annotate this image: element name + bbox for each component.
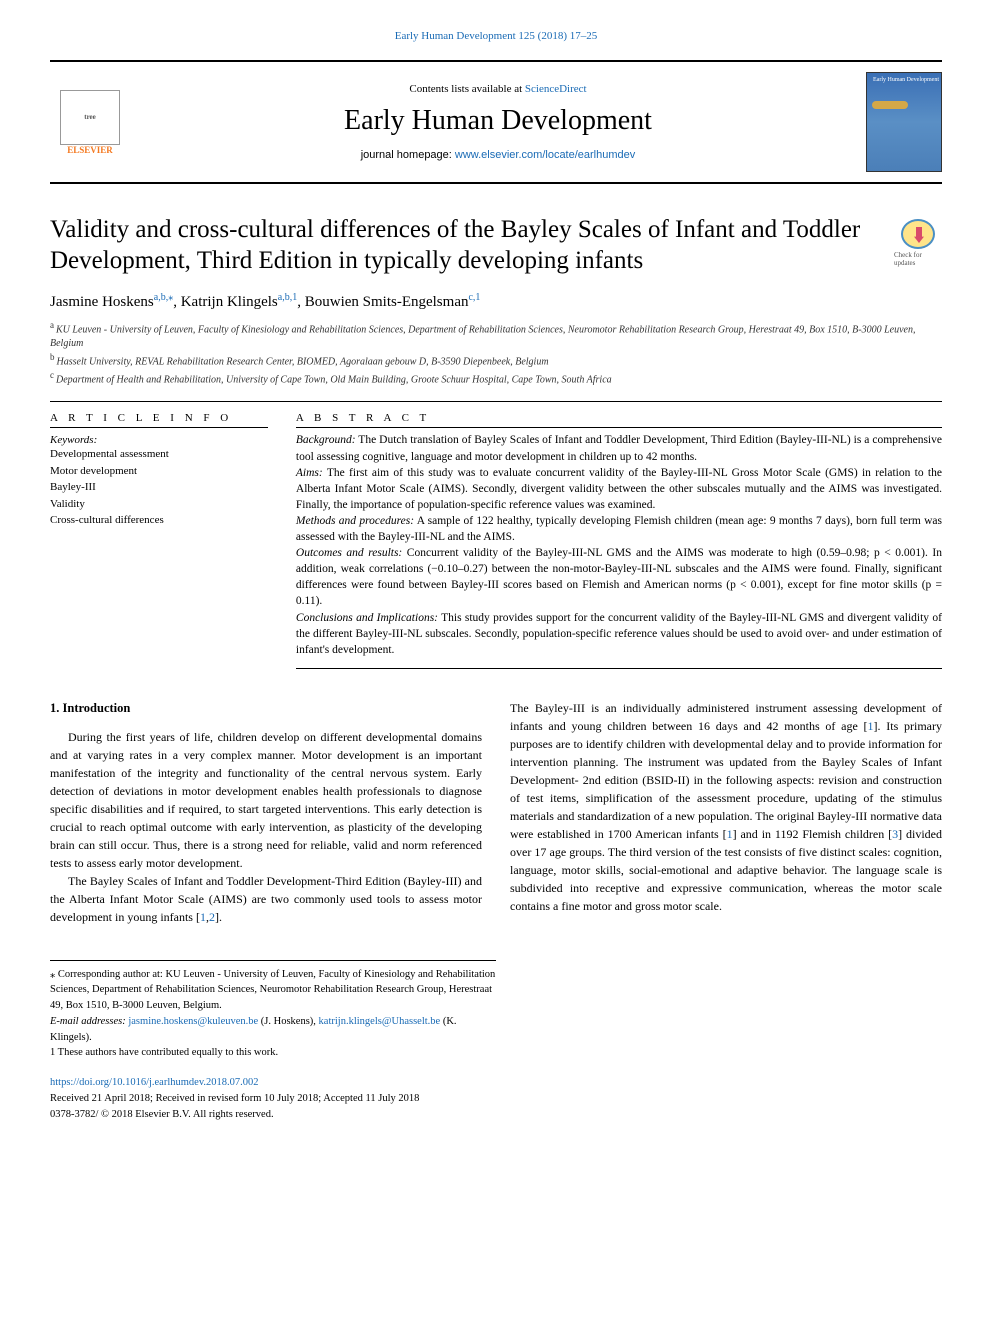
author: Jasmine Hoskensa,b,⁎ <box>50 294 173 310</box>
contents-lists-label: Contents lists available at <box>409 83 524 95</box>
email-link[interactable]: jasmine.hoskens@kuleuven.be <box>128 1016 258 1027</box>
author-name: Katrijn Klingels <box>181 294 278 310</box>
author-marks: c,1 <box>468 292 480 303</box>
keywords-list: Developmental assessment Motor developme… <box>50 446 268 529</box>
aff-label: b <box>50 352 55 362</box>
abstract-label: Outcomes and results: <box>296 547 402 559</box>
masthead-center: Contents lists available at ScienceDirec… <box>130 83 866 161</box>
abstract-rule <box>296 668 942 669</box>
keywords-heading: Keywords: <box>50 434 268 446</box>
author-marks: a,b,1 <box>278 292 297 303</box>
body-columns: 1. Introduction During the first years o… <box>50 699 942 926</box>
journal-cover-thumb: Early Human Development <box>866 72 942 172</box>
abstract-label: Background: <box>296 434 356 446</box>
keyword: Bayley-III <box>50 479 268 496</box>
paragraph: The Bayley Scales of Infant and Toddler … <box>50 872 482 926</box>
author: Katrijn Klingelsa,b,1 <box>181 294 298 310</box>
body-col-left: 1. Introduction During the first years o… <box>50 699 482 926</box>
author-marks: a,b,⁎ <box>154 292 173 303</box>
footnotes: ⁎ Corresponding author at: KU Leuven - U… <box>50 960 496 1062</box>
para-text-2: ]. Its primary purposes are to identify … <box>510 719 942 841</box>
abstract-label: Aims: <box>296 467 323 479</box>
keyword: Validity <box>50 496 268 513</box>
email-line: E-mail addresses: jasmine.hoskens@kuleuv… <box>50 1014 496 1046</box>
body-col-right: The Bayley-III is an individually admini… <box>510 699 942 926</box>
email-link[interactable]: katrijn.klingels@Uhasselt.be <box>319 1016 441 1027</box>
journal-homepage-line: journal homepage: www.elsevier.com/locat… <box>130 149 866 161</box>
para-text: The Bayley Scales of Infant and Toddler … <box>50 874 482 924</box>
article-history: Received 21 April 2018; Received in revi… <box>50 1091 942 1107</box>
article-info-heading: A R T I C L E I N F O <box>50 412 268 428</box>
sciencedirect-link[interactable]: ScienceDirect <box>525 83 587 95</box>
elsevier-logo: tree ELSEVIER <box>50 77 130 167</box>
affiliation: cDepartment of Health and Rehabilitation… <box>50 369 942 387</box>
abstract-section: Methods and procedures: A sample of 122 … <box>296 513 942 545</box>
aff-label: c <box>50 370 54 380</box>
author-name: Jasmine Hoskens <box>50 294 154 310</box>
abstract: A B S T R A C T Background: The Dutch tr… <box>282 402 942 668</box>
abstract-section: Outcomes and results: Concurrent validit… <box>296 545 942 609</box>
email-label: E-mail addresses: <box>50 1016 128 1027</box>
journal-name: Early Human Development <box>130 105 866 137</box>
abstract-body: Background: The Dutch translation of Bay… <box>296 432 942 657</box>
footer: https://doi.org/10.1016/j.earlhumdev.201… <box>50 1075 942 1122</box>
elsevier-tree-icon: tree <box>60 90 120 145</box>
para-text-3: ] and in 1192 Flemish children [ <box>733 827 893 841</box>
para-tail: ]. <box>215 910 222 924</box>
keyword: Cross-cultural differences <box>50 512 268 529</box>
article-title: Validity and cross-cultural differences … <box>50 214 942 277</box>
abstract-label: Conclusions and Implications: <box>296 612 438 624</box>
homepage-label: journal homepage: <box>361 149 455 161</box>
abstract-section: Aims: The first aim of this study was to… <box>296 465 942 513</box>
bookmark-icon <box>901 219 935 249</box>
aff-text: Hasselt University, REVAL Rehabilitation… <box>57 356 549 367</box>
check-updates-badge[interactable]: Check for updates <box>894 219 942 267</box>
corresponding-author: ⁎ Corresponding author at: KU Leuven - U… <box>50 967 496 1014</box>
contents-lists-line: Contents lists available at ScienceDirec… <box>130 83 866 95</box>
info-abstract-block: A R T I C L E I N F O Keywords: Developm… <box>50 401 942 668</box>
section-heading: 1. Introduction <box>50 699 482 718</box>
journal-masthead: tree ELSEVIER Contents lists available a… <box>50 60 942 184</box>
affiliation: bHasselt University, REVAL Rehabilitatio… <box>50 351 942 369</box>
running-head: Early Human Development 125 (2018) 17–25 <box>50 30 942 42</box>
author-name: Bouwien Smits-Engelsman <box>305 294 469 310</box>
abstract-text: The Dutch translation of Bayley Scales o… <box>296 434 942 462</box>
author-list: Jasmine Hoskensa,b,⁎, Katrijn Klingelsa,… <box>50 292 942 311</box>
affiliations: aKU Leuven - University of Leuven, Facul… <box>50 319 942 388</box>
article-info: A R T I C L E I N F O Keywords: Developm… <box>50 402 282 668</box>
abstract-section: Conclusions and Implications: This study… <box>296 610 942 658</box>
keyword: Developmental assessment <box>50 446 268 463</box>
homepage-link[interactable]: www.elsevier.com/locate/earlhumdev <box>455 149 635 161</box>
keyword: Motor development <box>50 463 268 480</box>
abstract-label: Methods and procedures: <box>296 515 414 527</box>
aff-label: a <box>50 320 54 330</box>
paragraph: During the first years of life, children… <box>50 728 482 872</box>
abstract-section: Background: The Dutch translation of Bay… <box>296 432 942 464</box>
check-updates-label: Check for updates <box>894 251 942 267</box>
doi-link[interactable]: https://doi.org/10.1016/j.earlhumdev.201… <box>50 1077 259 1088</box>
abstract-heading: A B S T R A C T <box>296 412 942 428</box>
publisher-name: ELSEVIER <box>67 145 113 155</box>
issn-copyright: 0378-3782/ © 2018 Elsevier B.V. All righ… <box>50 1107 942 1123</box>
email-who: (J. Hoskens), <box>258 1016 318 1027</box>
abstract-text: The first aim of this study was to evalu… <box>296 467 942 511</box>
paragraph: The Bayley-III is an individually admini… <box>510 699 942 915</box>
aff-text: KU Leuven - University of Leuven, Facult… <box>50 324 915 349</box>
author: Bouwien Smits-Engelsmanc,1 <box>305 294 481 310</box>
aff-text: Department of Health and Rehabilitation,… <box>56 374 612 385</box>
affiliation: aKU Leuven - University of Leuven, Facul… <box>50 319 942 351</box>
equal-contribution: 1 These authors have contributed equally… <box>50 1045 496 1061</box>
